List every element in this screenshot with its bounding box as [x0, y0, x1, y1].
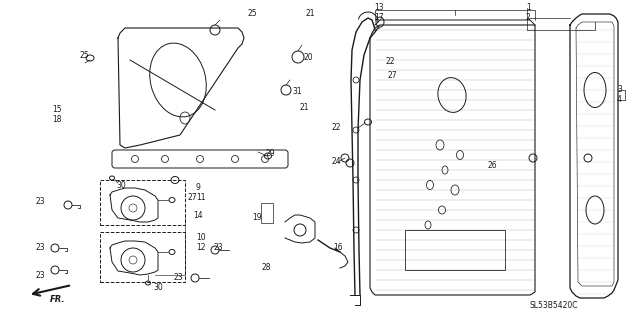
- Text: 23: 23: [213, 243, 223, 253]
- Text: 23: 23: [36, 197, 45, 206]
- Text: 2: 2: [526, 13, 531, 23]
- Text: 30: 30: [116, 181, 125, 189]
- Text: 21: 21: [300, 102, 310, 112]
- Text: 12: 12: [196, 243, 205, 253]
- Text: 14: 14: [193, 211, 203, 219]
- Text: 28: 28: [262, 263, 271, 272]
- Text: 20: 20: [303, 53, 312, 62]
- Text: 1: 1: [526, 4, 531, 12]
- Text: 11: 11: [196, 194, 205, 203]
- Text: 23: 23: [36, 243, 45, 253]
- Text: 10: 10: [196, 234, 205, 242]
- Text: 27: 27: [188, 194, 198, 203]
- Text: 4: 4: [617, 95, 622, 105]
- Text: 31: 31: [292, 87, 301, 97]
- Text: 19: 19: [252, 213, 262, 222]
- Text: 13: 13: [374, 4, 383, 12]
- Text: 9: 9: [196, 183, 201, 192]
- Text: 21: 21: [305, 10, 314, 19]
- Text: 25: 25: [80, 51, 90, 61]
- Text: 23: 23: [173, 273, 182, 283]
- Text: 25: 25: [247, 10, 257, 19]
- Text: 24: 24: [332, 158, 342, 167]
- Text: 23: 23: [36, 271, 45, 279]
- Text: 30: 30: [153, 284, 163, 293]
- Text: 3: 3: [617, 85, 622, 94]
- Text: 16: 16: [333, 243, 342, 253]
- Text: 22: 22: [386, 57, 396, 66]
- Text: 27: 27: [387, 70, 397, 79]
- Text: 26: 26: [488, 160, 498, 169]
- Text: 29: 29: [266, 149, 276, 158]
- Text: 22: 22: [332, 123, 342, 132]
- Text: FR.: FR.: [51, 295, 66, 305]
- Text: 15: 15: [52, 106, 61, 115]
- Text: 18: 18: [52, 115, 61, 124]
- Text: SL53B5420C: SL53B5420C: [530, 300, 579, 309]
- Text: 17: 17: [374, 13, 383, 23]
